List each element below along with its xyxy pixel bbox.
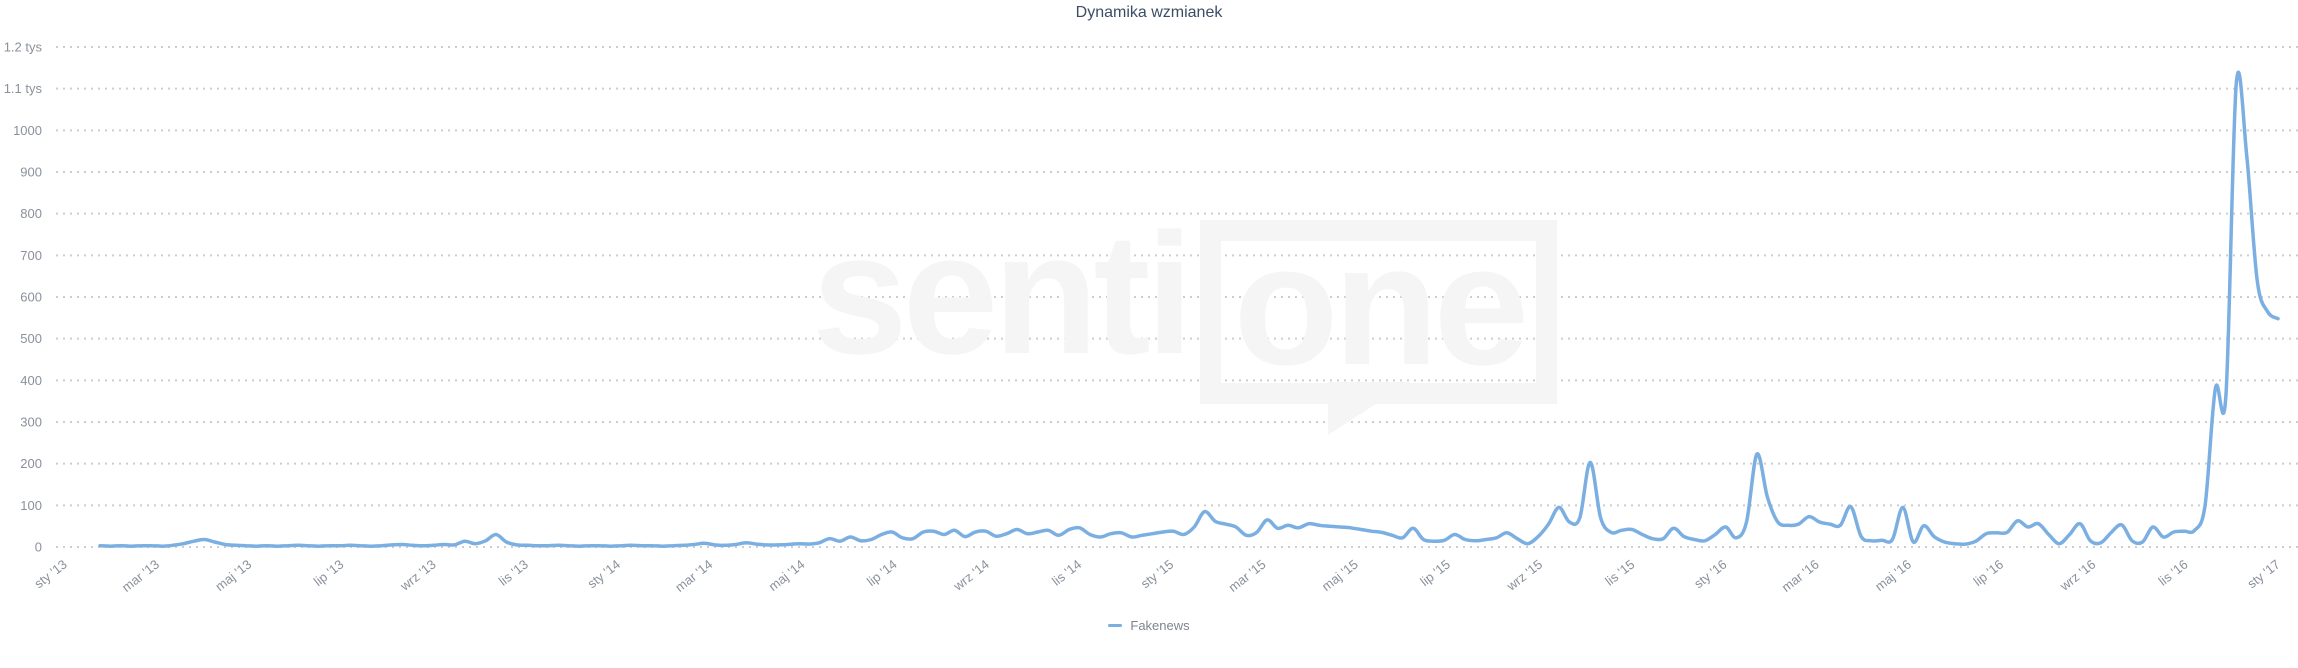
watermark-text-senti: senti <box>812 198 1193 390</box>
y-axis-tick-label: 400 <box>20 373 42 388</box>
y-axis-labels: 0 100 200 300 400 500 600 700 800 900 1000 1.1 tys 1… <box>4 40 43 555</box>
y-axis-tick-label: 0 <box>35 540 42 555</box>
gridlines <box>56 46 2298 548</box>
plot-area: 0 100 200 300 400 500 600 700 800 900 1000 1.1 tys 1… <box>4 40 2298 595</box>
legend[interactable]: Fakenews <box>0 618 2298 633</box>
series-line-fakenews <box>98 70 2280 548</box>
y-axis-tick-label: 1000 <box>13 123 42 138</box>
y-axis-tick-label: 200 <box>20 456 42 471</box>
watermark-text-one: one <box>1233 209 1529 401</box>
chart-title: Dynamika wzmianek <box>1075 4 1223 21</box>
y-axis-tick-label: 900 <box>20 165 42 180</box>
sentione-watermark: senti one <box>812 208 1558 435</box>
y-axis-tick-label: 700 <box>20 248 42 263</box>
y-axis-tick-label: 600 <box>20 290 42 305</box>
y-axis-tick-label: 100 <box>20 498 42 513</box>
y-axis-tick-label: 1.2 tys <box>4 40 43 55</box>
y-axis-tick-label: 500 <box>20 331 42 346</box>
legend-line-marker-icon <box>1108 624 1123 627</box>
y-axis-tick-label: 800 <box>20 206 42 221</box>
watermark-bubble-tail-icon <box>1328 382 1411 435</box>
y-axis-tick-label: 1.1 tys <box>4 81 43 96</box>
series-line-layer <box>98 70 2280 548</box>
watermark-speech-bubble-icon: one <box>1200 209 1558 435</box>
legend-label[interactable]: Fakenews <box>1130 618 1190 633</box>
y-axis-tick-label: 300 <box>20 415 42 430</box>
